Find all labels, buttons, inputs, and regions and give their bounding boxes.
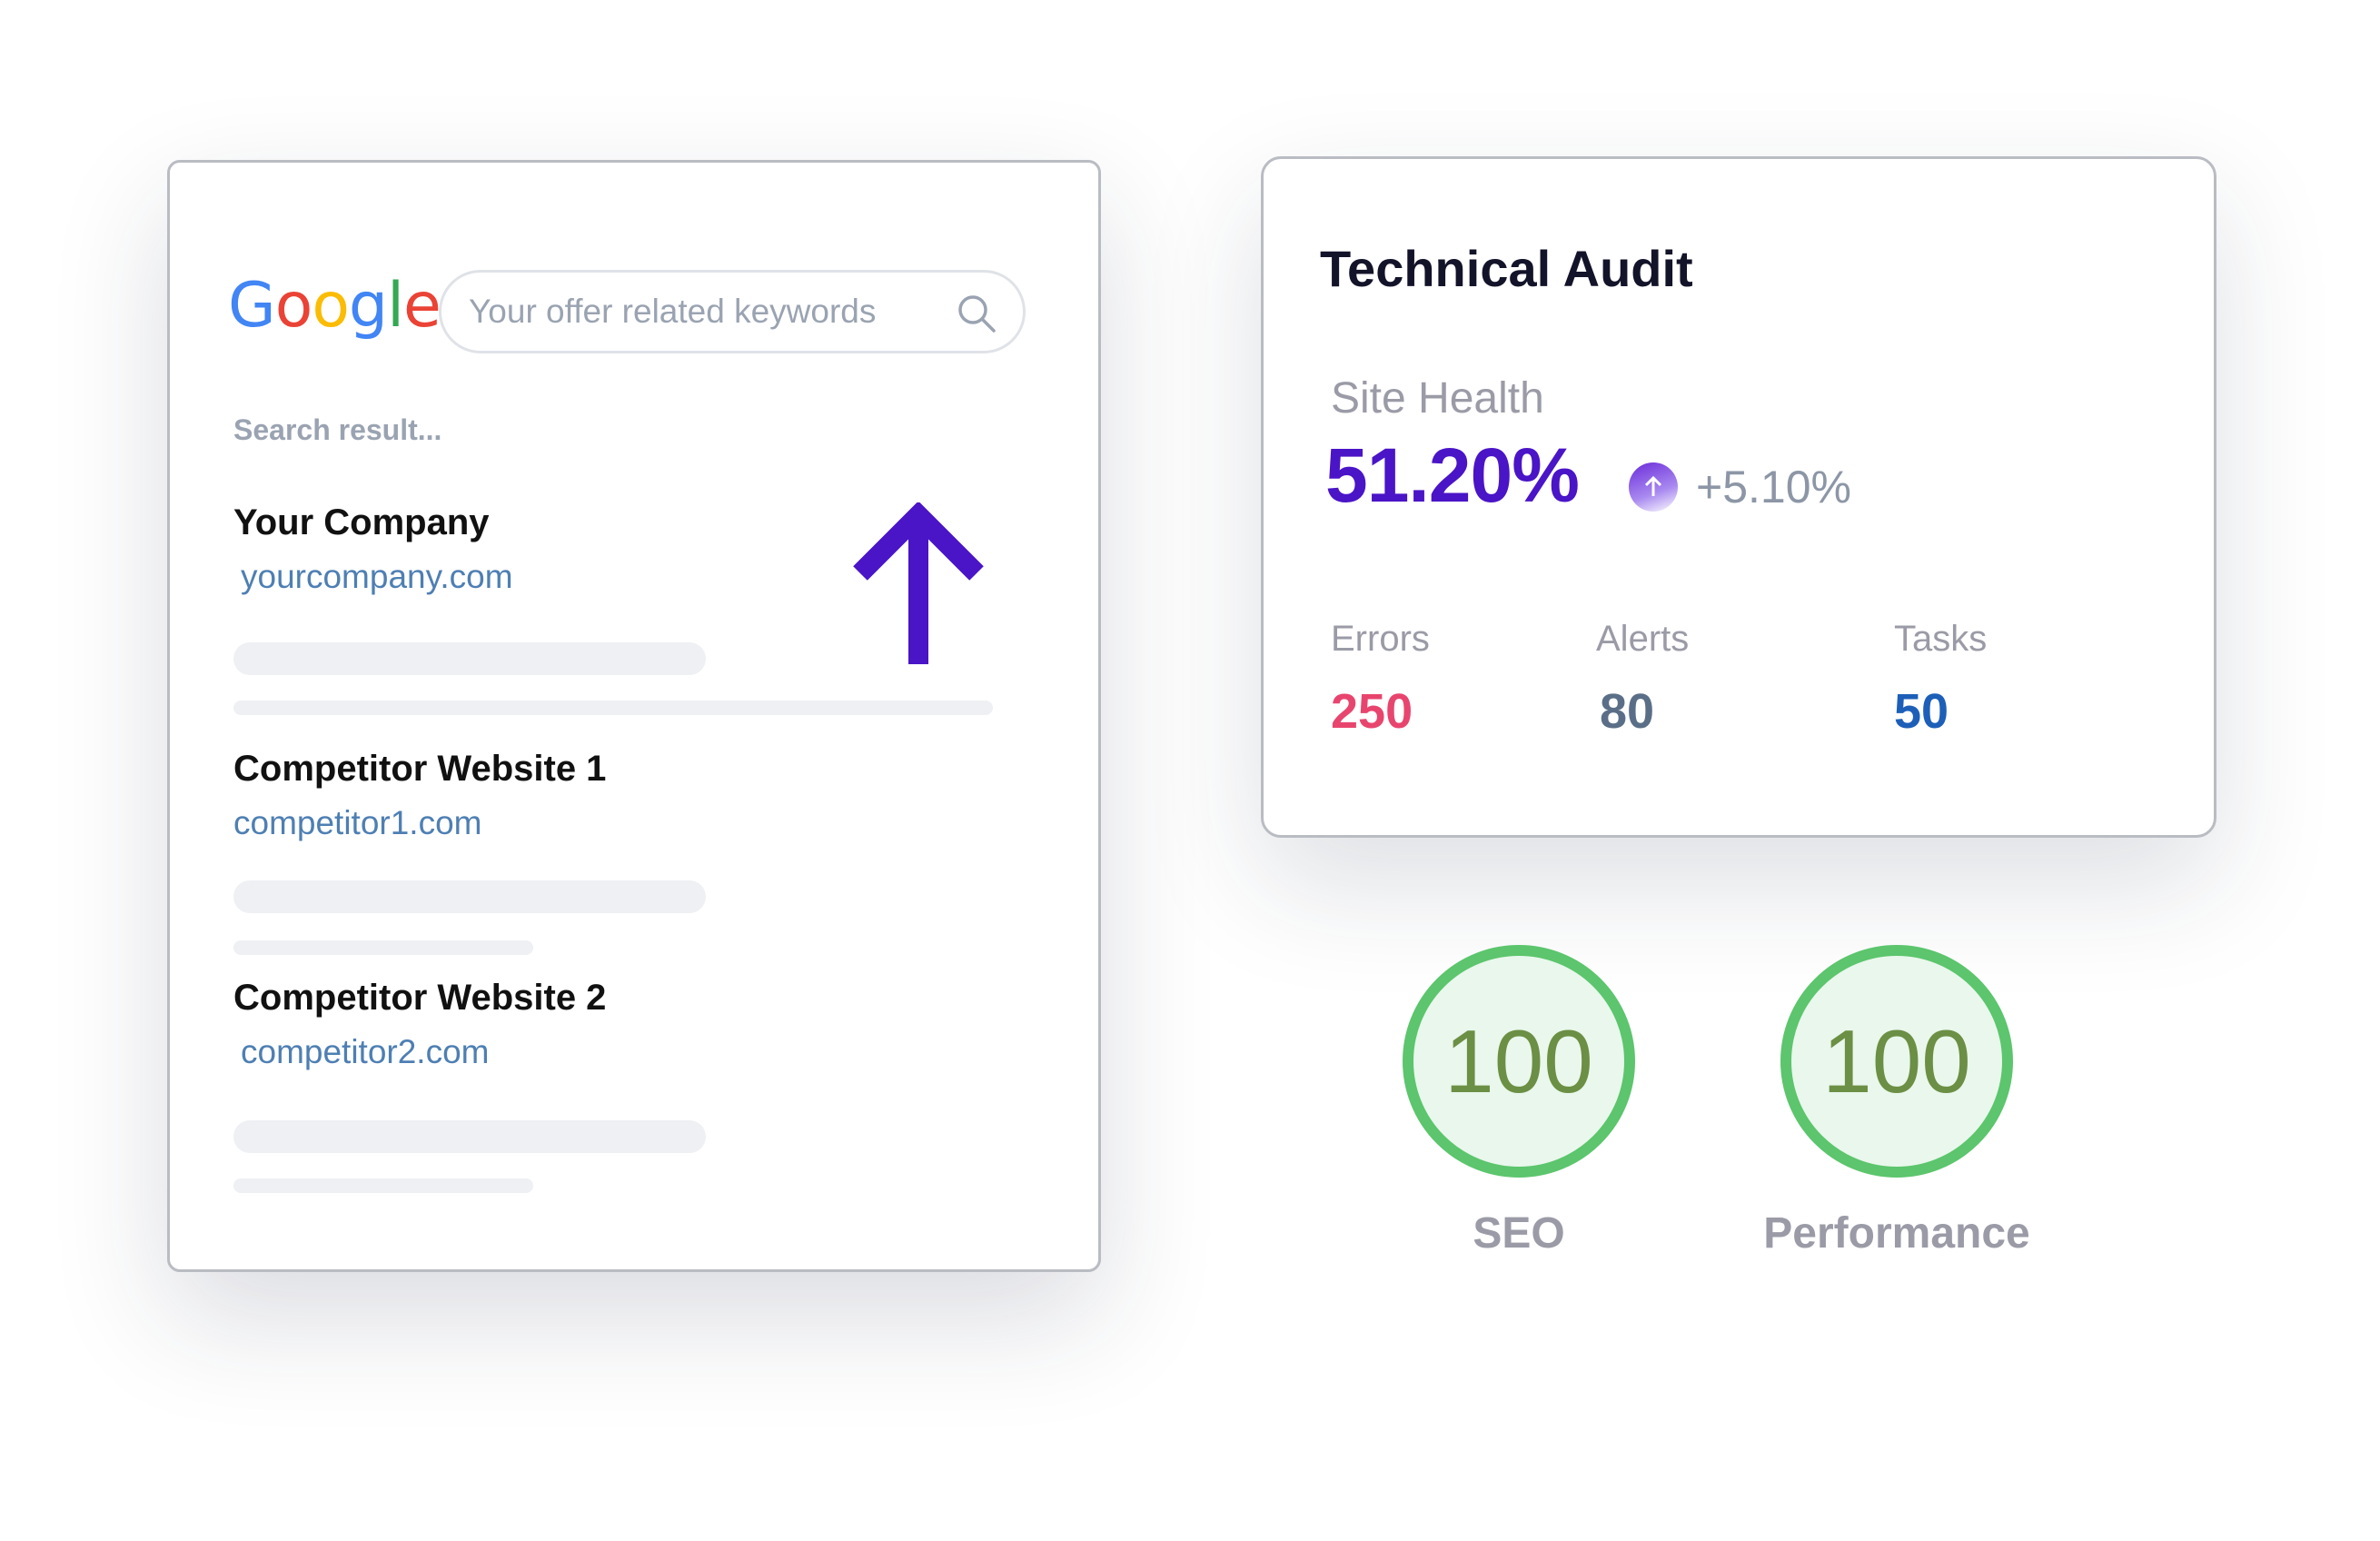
placeholder-line — [233, 642, 706, 675]
score-value: 100 — [1444, 1011, 1593, 1111]
logo-letter: o — [312, 270, 350, 342]
search-result-competitor-1[interactable]: Competitor Website 1 competitor1.com — [233, 749, 606, 842]
logo-letter: l — [387, 270, 404, 342]
stat-value: 80 — [1600, 684, 1655, 739]
placeholder-line — [233, 1120, 706, 1153]
search-input[interactable] — [469, 273, 959, 351]
placeholder-line — [233, 1178, 533, 1193]
score-label: Performance — [1763, 1209, 2030, 1258]
placeholder-line — [233, 701, 993, 715]
technical-audit-card: Technical Audit Site Health 51.20% +5.10… — [1261, 156, 2216, 838]
score-label: SEO — [1473, 1209, 1565, 1258]
result-title[interactable]: Competitor Website 1 — [233, 749, 607, 789]
stat-value: 250 — [1331, 684, 1413, 739]
stat-errors: Errors 250 — [1331, 619, 1430, 740]
stat-label: Alerts — [1596, 619, 1690, 659]
search-icon[interactable] — [956, 293, 997, 334]
arrow-up-circle-icon — [1629, 462, 1678, 512]
audit-title: Technical Audit — [1320, 240, 1693, 297]
placeholder-line — [233, 880, 706, 913]
logo-letter: g — [348, 270, 388, 342]
search-result-your-company[interactable]: Your Company yourcompany.com — [233, 502, 513, 596]
site-health-change: +5.10% — [1696, 462, 1851, 512]
result-title[interactable]: Competitor Website 2 — [233, 978, 607, 1018]
site-health-label: Site Health — [1331, 374, 1544, 423]
stat-alerts: Alerts 80 — [1596, 619, 1689, 740]
placeholder-line — [233, 940, 533, 955]
logo-letter: G — [228, 270, 276, 342]
stat-tasks: Tasks 50 — [1894, 619, 1987, 740]
stat-label: Tasks — [1894, 619, 1988, 659]
result-url[interactable]: competitor2.com — [241, 1033, 490, 1070]
logo-letter: e — [403, 270, 441, 342]
site-health-value: 51.20% — [1325, 432, 1580, 518]
search-results-card: Google Search result... Your Company you… — [167, 160, 1101, 1272]
search-result-competitor-2[interactable]: Competitor Website 2 competitor2.com — [233, 978, 606, 1071]
seo-score-ring: 100 — [1403, 945, 1635, 1178]
arrow-up-icon — [853, 502, 984, 664]
result-url[interactable]: yourcompany.com — [241, 558, 513, 595]
performance-score-ring: 100 — [1780, 945, 2013, 1178]
logo-letter: o — [274, 270, 313, 342]
google-logo: Google — [228, 275, 441, 337]
result-title[interactable]: Your Company — [233, 502, 490, 542]
stat-value: 50 — [1894, 684, 1949, 739]
results-label: Search result... — [233, 413, 442, 446]
result-url[interactable]: competitor1.com — [233, 804, 482, 841]
stat-label: Errors — [1331, 619, 1430, 659]
score-value: 100 — [1822, 1011, 1971, 1111]
search-box[interactable] — [439, 270, 1026, 353]
